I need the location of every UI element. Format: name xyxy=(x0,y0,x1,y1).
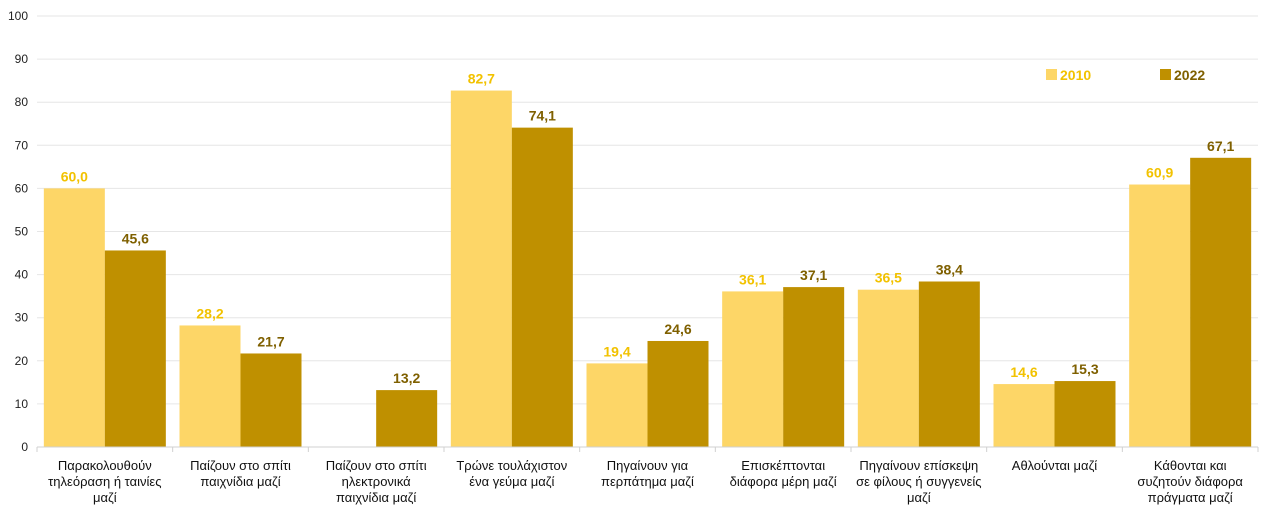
y-tick-label: 70 xyxy=(15,138,29,152)
y-tick-label: 40 xyxy=(15,268,29,282)
category-label-line: σε φίλους ή συγγενείς xyxy=(856,474,982,489)
category-label-line: τηλεόραση ή ταινίες xyxy=(48,474,161,489)
y-tick-label: 20 xyxy=(15,354,29,368)
bar-2010-3 xyxy=(450,90,512,448)
y-tick-label: 0 xyxy=(21,440,28,454)
bars xyxy=(43,90,1252,448)
category-label-line: Τρώνε τουλάχιστον xyxy=(456,458,567,473)
category-label: Παρακολουθούν τηλεόραση ή ταινίες μαζί xyxy=(48,458,161,505)
category-label-line: παιχνίδια μαζί xyxy=(200,474,280,489)
data-label-2022-7: 15,3 xyxy=(1071,361,1098,377)
category-label-line: ένα γεύμα μαζί xyxy=(469,474,554,489)
bar-2010-8 xyxy=(1129,184,1191,447)
category-label-line: Παίζουν στο σπίτι xyxy=(190,458,291,473)
category-label-line: μαζί xyxy=(907,490,931,505)
category-label-line: ηλεκτρονικά xyxy=(342,474,412,489)
data-label-2022-8: 67,1 xyxy=(1207,138,1234,154)
bar-2010-7 xyxy=(993,384,1055,447)
category-label-line: Πηγαίνουν επίσκεψη xyxy=(859,458,978,473)
y-tick-label: 60 xyxy=(15,181,29,195)
bar-2010-4 xyxy=(586,363,648,447)
category-label: Κάθονται και συζητούν διάφορα πράγματα μαζ… xyxy=(1137,458,1243,505)
category-label: Παίζουν στο σπίτι παιχνίδια μαζί xyxy=(190,458,291,489)
bar-2022-6 xyxy=(918,281,980,447)
data-label-2022-0: 45,6 xyxy=(122,230,149,246)
category-label-line: Παρακολουθούν xyxy=(58,458,152,473)
bar-2022-7 xyxy=(1054,381,1116,447)
y-tick-label: 80 xyxy=(15,95,29,109)
data-labels: 60,0 28,2 82,7 19,4 36,1 36,5 14,6 60,9 45,6 21,7… xyxy=(61,71,1235,387)
data-label-2022-5: 37,1 xyxy=(800,267,827,283)
bar-2022-2 xyxy=(376,390,438,447)
legend-swatch-2022 xyxy=(1160,69,1171,80)
category-label-line: συζητούν διάφορα xyxy=(1137,474,1243,489)
legend-label-2010: 2010 xyxy=(1060,67,1091,83)
y-tick-label: 90 xyxy=(15,52,29,66)
category-label-line: παιχνίδια μαζί xyxy=(336,490,416,505)
category-label: Πηγαίνουν για περπάτημα μαζί xyxy=(601,458,694,489)
y-axis: 0 10 20 30 40 50 60 70 80 90 100 xyxy=(8,9,28,454)
bar-2022-3 xyxy=(511,127,573,447)
category-label: Επισκέπτονται διάφορα μέρη μαζί xyxy=(730,458,837,489)
y-tick-label: 100 xyxy=(8,9,28,23)
category-label-line: Κάθονται και xyxy=(1154,458,1227,473)
data-label-2022-3: 74,1 xyxy=(529,108,556,124)
data-label-2010-3: 82,7 xyxy=(468,71,495,87)
bar-2022-4 xyxy=(647,340,709,447)
category-label-line: περπάτημα μαζί xyxy=(601,474,694,489)
data-label-2022-4: 24,6 xyxy=(664,321,691,337)
category-label-line: Επισκέπτονται xyxy=(741,458,825,473)
category-label-line: πράγματα μαζί xyxy=(1148,490,1233,505)
y-tick-label: 50 xyxy=(15,225,29,239)
bar-2022-0 xyxy=(104,250,166,447)
category-label-line: διάφορα μέρη μαζί xyxy=(730,474,837,489)
bar-2022-1 xyxy=(240,353,302,447)
category-label: Παίζουν στο σπίτι ηλεκτρονικά παιχνίδια μα… xyxy=(326,458,427,505)
data-label-2022-2: 13,2 xyxy=(393,370,420,386)
category-label: Τρώνε τουλάχιστον ένα γεύμα μαζί xyxy=(456,458,567,489)
bar-2010-1 xyxy=(179,325,241,447)
bar-2022-8 xyxy=(1190,157,1252,447)
data-label-2010-1: 28,2 xyxy=(196,305,223,321)
category-label-line: Αθλούνται μαζί xyxy=(1012,458,1098,473)
category-label: Πηγαίνουν επίσκεψη σε φίλους ή συγγενείς μ… xyxy=(856,458,982,505)
data-label-2010-8: 60,9 xyxy=(1146,165,1173,181)
data-label-2010-4: 19,4 xyxy=(603,343,630,359)
x-axis: Παρακολουθούν τηλεόραση ή ταινίες μαζίΠαίζ… xyxy=(36,446,1259,505)
category-label-line: μαζί xyxy=(93,490,117,505)
category-label-line: Πηγαίνουν για xyxy=(607,458,689,473)
legend: 2010 2022 xyxy=(1046,67,1205,83)
data-label-2010-6: 36,5 xyxy=(875,270,902,286)
legend-label-2022: 2022 xyxy=(1174,67,1205,83)
data-label-2010-7: 14,6 xyxy=(1010,364,1037,380)
category-label: Αθλούνται μαζί xyxy=(1012,458,1098,473)
category-label-line: Παίζουν στο σπίτι xyxy=(326,458,427,473)
data-label-2010-0: 60,0 xyxy=(61,168,88,184)
data-label-2022-1: 21,7 xyxy=(257,333,284,349)
bar-2022-5 xyxy=(783,287,845,447)
y-tick-label: 10 xyxy=(15,397,29,411)
y-tick-label: 30 xyxy=(15,311,29,325)
bar-2010-5 xyxy=(722,291,784,447)
bar-2010-6 xyxy=(857,289,919,447)
data-label-2010-5: 36,1 xyxy=(739,271,766,287)
data-label-2022-6: 38,4 xyxy=(936,261,963,277)
bar-2010-0 xyxy=(43,188,105,447)
legend-swatch-2010 xyxy=(1046,69,1057,80)
